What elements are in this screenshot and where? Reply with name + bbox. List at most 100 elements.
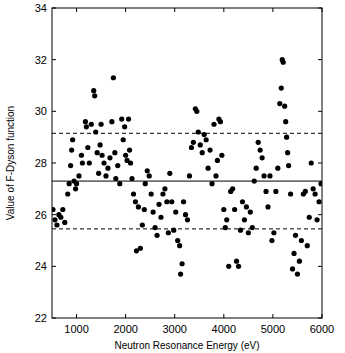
y-tick — [318, 214, 322, 215]
point — [221, 207, 226, 212]
point — [98, 142, 103, 147]
point — [91, 88, 96, 93]
point — [105, 166, 110, 171]
point — [76, 173, 81, 178]
point — [286, 163, 291, 168]
point — [218, 119, 223, 124]
y-tick-label: 24 — [35, 260, 47, 272]
point — [98, 122, 103, 127]
point — [224, 217, 229, 222]
point — [248, 209, 253, 214]
y-tick — [318, 266, 322, 267]
point — [80, 160, 85, 165]
reference-line — [52, 133, 322, 134]
point — [207, 147, 212, 152]
y-tick-label: 32 — [35, 54, 47, 66]
point — [54, 222, 59, 227]
point — [313, 191, 318, 196]
point — [173, 209, 178, 214]
point — [303, 189, 308, 194]
point — [177, 243, 182, 248]
point — [275, 166, 280, 171]
y-tick — [52, 318, 56, 319]
point — [183, 212, 188, 217]
point — [204, 137, 209, 142]
point — [291, 251, 296, 256]
plot-bg — [52, 8, 322, 318]
y-tick-label: 26 — [35, 209, 47, 221]
point — [219, 153, 224, 158]
point — [200, 150, 205, 155]
y-tick-label: 22 — [35, 312, 47, 324]
point — [131, 191, 136, 196]
reference-line — [52, 228, 322, 229]
point — [133, 199, 138, 204]
point — [89, 122, 94, 127]
point — [283, 119, 288, 124]
point — [111, 75, 116, 80]
point — [293, 233, 298, 238]
point — [281, 60, 286, 65]
point — [115, 163, 120, 168]
point — [198, 142, 203, 147]
point — [112, 150, 117, 155]
y-tick-label: 30 — [35, 105, 47, 117]
point — [256, 140, 261, 145]
point — [273, 189, 278, 194]
y-tick — [52, 214, 56, 215]
point — [162, 186, 167, 191]
x-tick-label: 1000 — [64, 323, 88, 335]
point — [265, 204, 270, 209]
point — [279, 85, 284, 90]
y-tick — [318, 318, 322, 319]
point — [52, 217, 57, 222]
point — [232, 207, 237, 212]
point — [202, 132, 207, 137]
point — [95, 150, 100, 155]
point — [167, 171, 172, 176]
x-tick-label: 3000 — [162, 323, 186, 335]
y-tick — [318, 8, 322, 9]
point — [181, 199, 186, 204]
y-tick-label: 28 — [35, 157, 47, 169]
point — [314, 217, 319, 222]
point — [236, 264, 241, 269]
point — [119, 116, 124, 121]
point — [164, 199, 169, 204]
point — [226, 264, 231, 269]
point — [160, 191, 165, 196]
chart: 10002000300040005000600022242628303234Ne… — [0, 0, 345, 353]
point — [126, 116, 131, 121]
y-tick — [52, 111, 56, 112]
point — [187, 173, 192, 178]
point — [223, 225, 228, 230]
point — [309, 160, 314, 165]
x-tick — [125, 314, 126, 318]
point — [267, 173, 272, 178]
point — [169, 199, 174, 204]
point — [156, 202, 161, 207]
point — [277, 101, 282, 106]
point — [84, 124, 89, 129]
point — [285, 150, 290, 155]
point — [52, 207, 56, 212]
y-tick — [318, 111, 322, 112]
y-tick-label: 34 — [35, 2, 47, 14]
point — [69, 147, 74, 152]
point — [244, 204, 249, 209]
point — [127, 147, 132, 152]
point — [271, 230, 276, 235]
point — [258, 147, 263, 152]
point — [194, 109, 199, 114]
point — [213, 173, 218, 178]
point — [254, 166, 259, 171]
y-tick — [52, 59, 56, 60]
x-tick-label: 5000 — [261, 323, 285, 335]
x-tick-label: 4000 — [212, 323, 236, 335]
x-tick — [223, 314, 224, 318]
point — [107, 155, 112, 160]
point — [166, 230, 171, 235]
x-tick — [174, 8, 175, 12]
point — [101, 160, 106, 165]
point — [260, 155, 265, 160]
